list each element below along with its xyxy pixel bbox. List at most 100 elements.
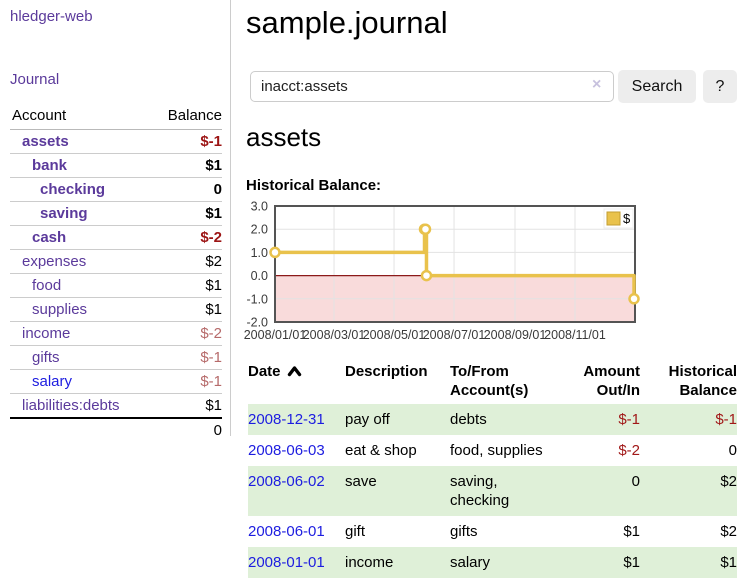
transaction-accounts: debts — [450, 411, 487, 428]
account-row-food: food $1 — [10, 273, 222, 298]
svg-text:2.0: 2.0 — [251, 223, 268, 237]
account-link-checking[interactable]: checking — [40, 181, 106, 198]
transactions-header-row: Date Description To/From Account(s) Amou… — [248, 358, 737, 404]
svg-text:3.0: 3.0 — [251, 200, 268, 214]
transaction-accounts: gifts — [450, 523, 478, 540]
account-balance: $-2 — [150, 321, 222, 346]
accounts-table: Account Balance assets $-1 bank $1 check… — [10, 104, 222, 442]
account-link-cash[interactable]: cash — [32, 229, 67, 246]
svg-text:2008/01/01: 2008/01/01 — [244, 328, 307, 342]
transaction-row: 2008-06-03 eat & shop food, supplies $-2… — [248, 435, 737, 466]
svg-text:2008/05/01: 2008/05/01 — [363, 328, 426, 342]
transactions-table: Date Description To/From Account(s) Amou… — [248, 358, 737, 578]
chart-title: Historical Balance: — [246, 177, 382, 194]
account-link-saving[interactable]: saving — [40, 205, 88, 222]
transaction-row: 2008-06-01 gift gifts $1 $2 — [248, 516, 737, 547]
account-heading: assets — [246, 122, 322, 152]
column-header-date[interactable]: Date — [248, 358, 345, 404]
account-balance: $-1 — [150, 129, 222, 154]
account-row-expenses: expenses $2 — [10, 249, 222, 274]
transaction-accounts: salary — [450, 554, 491, 571]
account-balance: $1 — [150, 393, 222, 419]
transaction-balance: $1 — [720, 554, 737, 571]
account-balance: $1 — [150, 273, 222, 298]
accounts-total-value: 0 — [150, 417, 222, 442]
search-button[interactable]: Search — [618, 70, 696, 103]
accounts-header-account: Account — [10, 104, 151, 130]
column-header-amount: Amount Out/In — [583, 363, 640, 399]
account-row-checking: checking 0 — [10, 177, 222, 202]
account-link-gifts[interactable]: gifts — [32, 349, 60, 366]
account-link-expenses[interactable]: expenses — [22, 253, 87, 270]
svg-text:-1.0: -1.0 — [246, 292, 268, 306]
transaction-description: gift — [345, 523, 366, 540]
transaction-amount: $-1 — [618, 411, 640, 428]
transaction-accounts: food, supplies — [450, 442, 543, 459]
transaction-date-link[interactable]: 2008-06-03 — [248, 442, 325, 459]
accounts-total-row: 0 — [10, 417, 222, 442]
transaction-accounts: saving, checking — [450, 473, 510, 509]
transaction-balance: $-1 — [715, 411, 737, 428]
account-row-gifts: gifts $-1 — [10, 345, 222, 370]
transaction-date-link[interactable]: 2008-12-31 — [248, 411, 325, 428]
column-header-description: Description — [345, 363, 428, 380]
account-link-salary[interactable]: salary — [32, 373, 73, 390]
svg-text:2008/07/01: 2008/07/01 — [423, 328, 486, 342]
accounts-header-row: Account Balance — [10, 104, 222, 130]
transaction-balance: $2 — [720, 523, 737, 540]
account-balance: $1 — [150, 201, 222, 226]
transaction-amount: $1 — [623, 554, 640, 571]
account-balance: $-2 — [150, 225, 222, 250]
transaction-row: 2008-01-01 income salary $1 $1 — [248, 547, 737, 578]
transaction-date-link[interactable]: 2008-06-02 — [248, 473, 325, 490]
transaction-balance: 0 — [728, 442, 737, 459]
transaction-date-link[interactable]: 2008-01-01 — [248, 554, 325, 571]
account-link-bank[interactable]: bank — [32, 157, 68, 174]
app-title-link[interactable]: hledger-web — [10, 8, 93, 25]
svg-text:-2.0: -2.0 — [246, 316, 268, 330]
column-header-accounts: To/From Account(s) — [450, 363, 529, 399]
column-header-balance: Historical Balance — [668, 363, 737, 399]
account-link-income[interactable]: income — [22, 325, 71, 342]
account-row-income: income $-2 — [10, 321, 222, 346]
transaction-amount: $1 — [623, 523, 640, 540]
account-link-liabilities-debts[interactable]: liabilities:debts — [22, 397, 120, 414]
accounts-header-balance: Balance — [150, 104, 222, 130]
account-row-saving: saving $1 — [10, 201, 222, 226]
search-input[interactable] — [250, 71, 614, 102]
transaction-description: pay off — [345, 411, 390, 428]
account-balance: $1 — [150, 153, 222, 178]
transaction-row: 2008-06-02 save saving, checking 0 $2 — [248, 466, 737, 516]
svg-text:2008/09/01: 2008/09/01 — [484, 328, 547, 342]
transaction-description: income — [345, 554, 394, 571]
account-row-bank: bank $1 — [10, 153, 222, 178]
transaction-description: save — [345, 473, 377, 490]
sort-ascending-icon — [287, 366, 301, 377]
svg-text:1.0: 1.0 — [251, 246, 268, 260]
page-title: sample.journal — [246, 5, 448, 40]
account-link-assets[interactable]: assets — [22, 133, 69, 150]
help-button[interactable]: ? — [703, 70, 737, 103]
account-row-assets: assets $-1 — [10, 129, 222, 154]
svg-text:2008/03/01: 2008/03/01 — [303, 328, 366, 342]
account-row-salary: salary $-1 — [10, 369, 222, 394]
account-link-supplies[interactable]: supplies — [32, 301, 88, 318]
account-balance: $-1 — [150, 369, 222, 394]
historical-balance-chart: $3.0 2.0 1.0 0.0 -1.0 -2.02008/01/012008/03/0… — [244, 200, 640, 342]
transaction-description: eat & shop — [345, 442, 417, 459]
account-row-liabilities-debts: liabilities:debts $1 — [10, 393, 222, 419]
account-link-food[interactable]: food — [32, 277, 62, 294]
sidebar-item-journal[interactable]: Journal — [10, 71, 60, 88]
transaction-amount: 0 — [631, 473, 640, 490]
account-row-supplies: supplies $1 — [10, 297, 222, 322]
transaction-row: 2008-12-31 pay off debts $-1 $-1 — [248, 404, 737, 435]
sidebar: hledger-web Journal Account Balance asse… — [0, 0, 231, 442]
account-balance: $-1 — [150, 345, 222, 370]
account-balance: $1 — [150, 297, 222, 322]
account-balance: $2 — [150, 249, 222, 274]
account-balance: 0 — [150, 177, 222, 202]
transaction-date-link[interactable]: 2008-06-01 — [248, 523, 325, 540]
svg-text:$: $ — [623, 211, 631, 226]
svg-text:0.0: 0.0 — [251, 269, 268, 283]
clear-search-icon[interactable]: × — [592, 76, 602, 93]
